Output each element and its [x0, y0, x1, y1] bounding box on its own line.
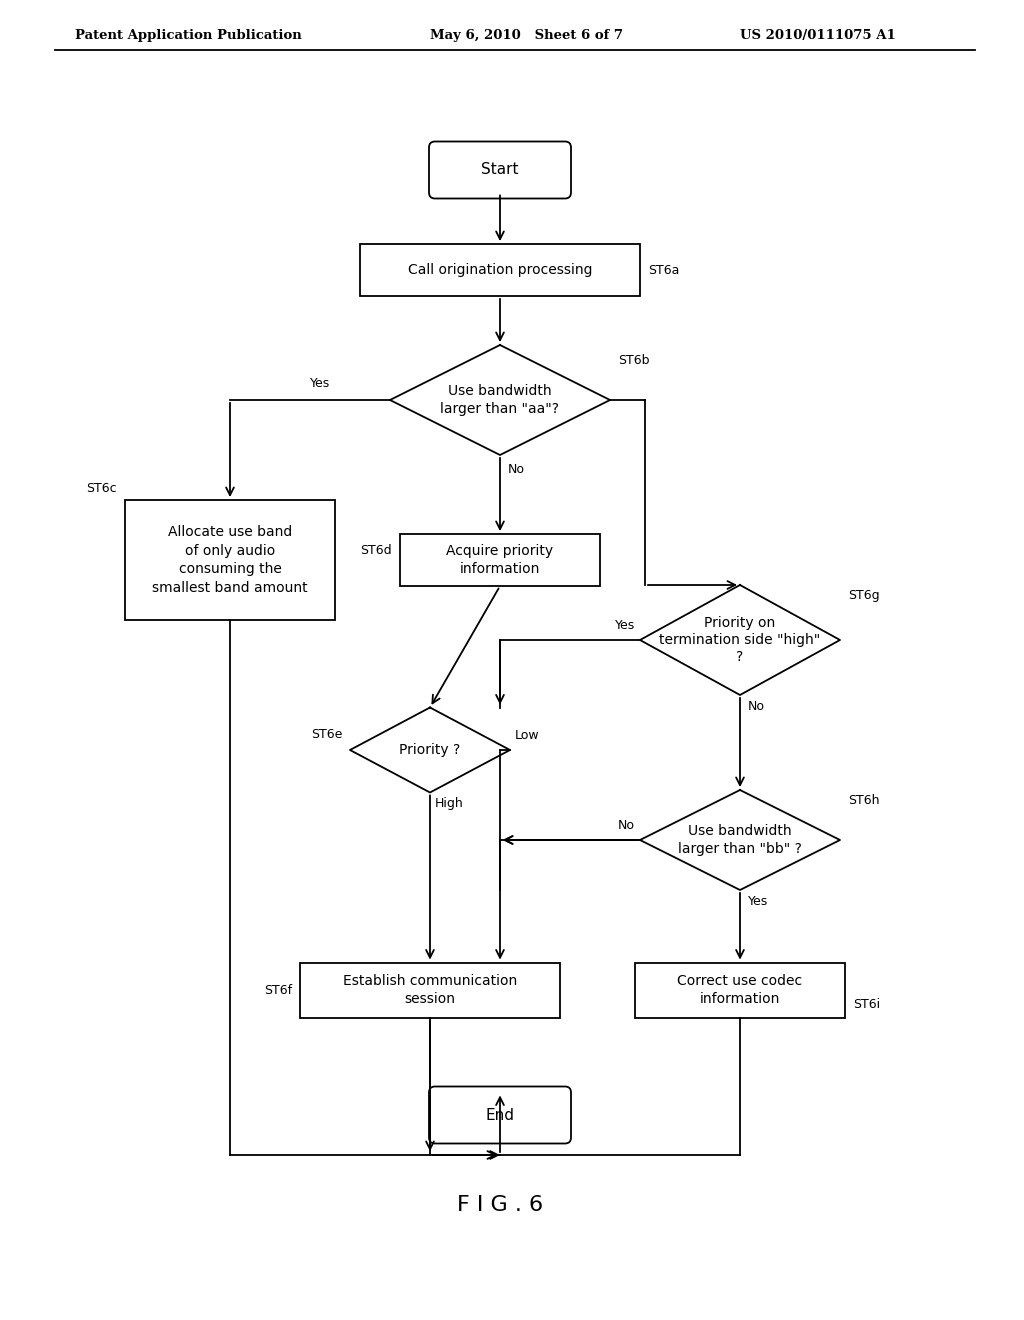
Text: Patent Application Publication: Patent Application Publication: [75, 29, 302, 41]
FancyBboxPatch shape: [429, 141, 571, 198]
Text: Call origination processing: Call origination processing: [408, 263, 592, 277]
Text: ST6e: ST6e: [310, 729, 342, 742]
Text: May 6, 2010   Sheet 6 of 7: May 6, 2010 Sheet 6 of 7: [430, 29, 623, 41]
Text: Yes: Yes: [614, 619, 635, 632]
Text: F I G . 6: F I G . 6: [457, 1195, 543, 1214]
Text: ST6a: ST6a: [648, 264, 679, 276]
Text: ST6h: ST6h: [848, 793, 880, 807]
Bar: [400, 535, 600, 586]
Bar: [360, 244, 640, 296]
Text: No: No: [508, 463, 525, 477]
Text: ST6i: ST6i: [853, 998, 880, 1011]
Text: End: End: [485, 1107, 514, 1122]
Text: ST6c: ST6c: [86, 482, 117, 495]
FancyBboxPatch shape: [429, 1086, 571, 1143]
Text: Yes: Yes: [310, 378, 330, 389]
Text: No: No: [618, 818, 635, 832]
Text: Priority on
termination side "high"
?: Priority on termination side "high" ?: [659, 615, 820, 664]
Bar: [635, 962, 845, 1018]
Text: Low: Low: [515, 729, 540, 742]
Text: ST6f: ST6f: [264, 983, 292, 997]
Text: Use bandwidth
larger than "aa"?: Use bandwidth larger than "aa"?: [440, 384, 559, 416]
Text: Yes: Yes: [748, 895, 768, 908]
Text: Allocate use band
of only audio
consuming the
smallest band amount: Allocate use band of only audio consumin…: [153, 525, 308, 594]
Text: Correct use codec
information: Correct use codec information: [678, 974, 803, 1006]
Text: Start: Start: [481, 162, 519, 177]
Text: ST6d: ST6d: [360, 544, 392, 557]
Polygon shape: [640, 789, 840, 890]
Polygon shape: [390, 345, 610, 455]
Text: US 2010/0111075 A1: US 2010/0111075 A1: [740, 29, 896, 41]
Text: Use bandwidth
larger than "bb" ?: Use bandwidth larger than "bb" ?: [678, 825, 802, 855]
Text: ST6g: ST6g: [848, 589, 880, 602]
Bar: [125, 500, 335, 620]
Bar: [300, 962, 560, 1018]
Text: Priority ?: Priority ?: [399, 743, 461, 756]
Text: Acquire priority
information: Acquire priority information: [446, 544, 554, 577]
Polygon shape: [350, 708, 510, 792]
Text: No: No: [748, 700, 765, 713]
Text: Establish communication
session: Establish communication session: [343, 974, 517, 1006]
Polygon shape: [640, 585, 840, 696]
Text: ST6b: ST6b: [618, 354, 649, 367]
Text: High: High: [435, 797, 464, 810]
